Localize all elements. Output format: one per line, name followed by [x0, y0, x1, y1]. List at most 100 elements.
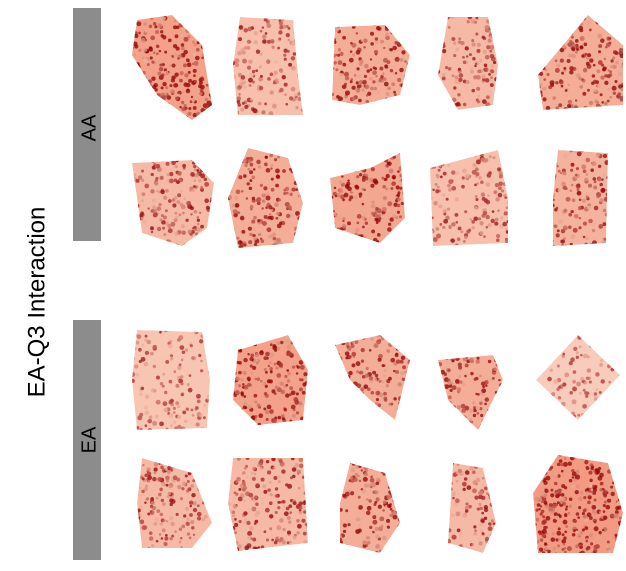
tissue-spot [391, 243, 396, 248]
tissue-spot [411, 152, 415, 156]
tissue-spot [390, 69, 393, 72]
tissue-spot [169, 247, 173, 251]
tissue-spot [618, 154, 621, 157]
tissue-spot [406, 329, 409, 332]
tissue-spot [129, 178, 132, 181]
tissue-spot [125, 25, 129, 29]
tissue-spot [395, 370, 399, 374]
tissue-spot [144, 184, 149, 189]
tissue-spot [497, 409, 501, 413]
tissue-spot [506, 422, 510, 426]
tissue-spot [230, 402, 233, 405]
tissue-spot [393, 238, 396, 241]
tissue-spot [142, 79, 146, 83]
tissue-spot [215, 178, 219, 182]
tissue-spot [618, 429, 622, 433]
tissue-spot [160, 245, 163, 248]
tissue-spot [502, 222, 507, 227]
tissue-spot [312, 506, 315, 509]
tissue-spot [305, 42, 308, 45]
tissue-spot [323, 24, 327, 28]
tissue-spot [566, 33, 569, 36]
tissue-spot [305, 418, 308, 421]
tissue-spot [504, 347, 508, 351]
tissue-spot [148, 248, 152, 252]
tissue-spot [224, 361, 227, 364]
tissue-spot [130, 150, 133, 153]
tissue-spot [427, 223, 430, 226]
tissue-spot [323, 240, 328, 245]
tissue-spot [183, 429, 186, 432]
tissue-spot [248, 379, 251, 382]
tissue-spot [260, 75, 263, 78]
tissue-spot [215, 327, 220, 332]
tissue-spot [448, 26, 451, 29]
tissue-spot [537, 40, 541, 44]
tissue-spot [451, 114, 456, 119]
tissue-spot [239, 159, 244, 164]
tissue-spot [363, 38, 368, 43]
tissue-spot [582, 79, 586, 83]
tissue-spot [618, 179, 621, 182]
tissue-spot [284, 58, 287, 61]
tissue-spot [450, 105, 453, 108]
tissue-spot [347, 347, 351, 351]
tissue-spot [125, 485, 130, 490]
tissue-spot [479, 541, 483, 545]
tissue-spot [286, 352, 290, 356]
tissue-spot [320, 38, 324, 42]
tissue-spot [217, 151, 220, 154]
tissue-spot [394, 339, 397, 342]
tissue-spot [444, 246, 449, 251]
tissue-spot [149, 25, 152, 28]
tissue-spot [539, 151, 544, 156]
tissue-spot [310, 367, 313, 370]
tissue-spot [309, 386, 314, 391]
tissue-spot [123, 113, 127, 117]
tissue-spot [369, 159, 373, 163]
tissue-spot [135, 533, 139, 537]
tissue-spot [472, 163, 476, 167]
tissue-spot [335, 549, 338, 552]
tissue-spot [185, 507, 189, 511]
tissue-spot [286, 452, 290, 456]
tissue-spot [277, 506, 280, 509]
tissue-spot [415, 10, 419, 14]
tissue-spot [269, 527, 272, 530]
tissue-spot [414, 203, 419, 208]
tissue-spot [307, 40, 310, 43]
tissue-spot [475, 14, 477, 16]
tissue-spot [276, 373, 281, 378]
tissue-spot [536, 238, 539, 241]
tissue-spot [321, 515, 325, 519]
tissue-spot [339, 508, 343, 512]
tissue-spot [227, 10, 230, 13]
tissue-spot [294, 232, 299, 237]
tissue-spot [187, 249, 191, 253]
tissue-spot [228, 371, 232, 375]
tissue-spot [274, 78, 278, 82]
tissue-spot [278, 480, 281, 483]
tissue-spot [457, 417, 460, 420]
tissue-spot [124, 460, 128, 464]
tissue-spot [604, 422, 609, 427]
tissue-spot [154, 10, 157, 13]
tissue-spot [549, 39, 552, 42]
tissue-spot [433, 116, 438, 121]
tissue-spot [402, 552, 405, 555]
tissue-spot [606, 42, 611, 47]
figure-title: EA-Q3 Interaction [23, 207, 50, 398]
tissue-spot [294, 159, 297, 162]
tissue-spot [190, 172, 195, 177]
tissue-spot [364, 384, 369, 389]
tissue-spot [326, 87, 329, 90]
tissue-spot [369, 417, 373, 421]
tissue-spot [324, 184, 329, 189]
tissue-spot [443, 213, 446, 216]
tissue-spot [254, 31, 258, 35]
tissue-spot [371, 108, 374, 111]
tissue-spot [249, 526, 254, 531]
tissue-spot [210, 553, 214, 557]
tissue-spot [369, 156, 373, 160]
tissue-spot [399, 28, 404, 33]
